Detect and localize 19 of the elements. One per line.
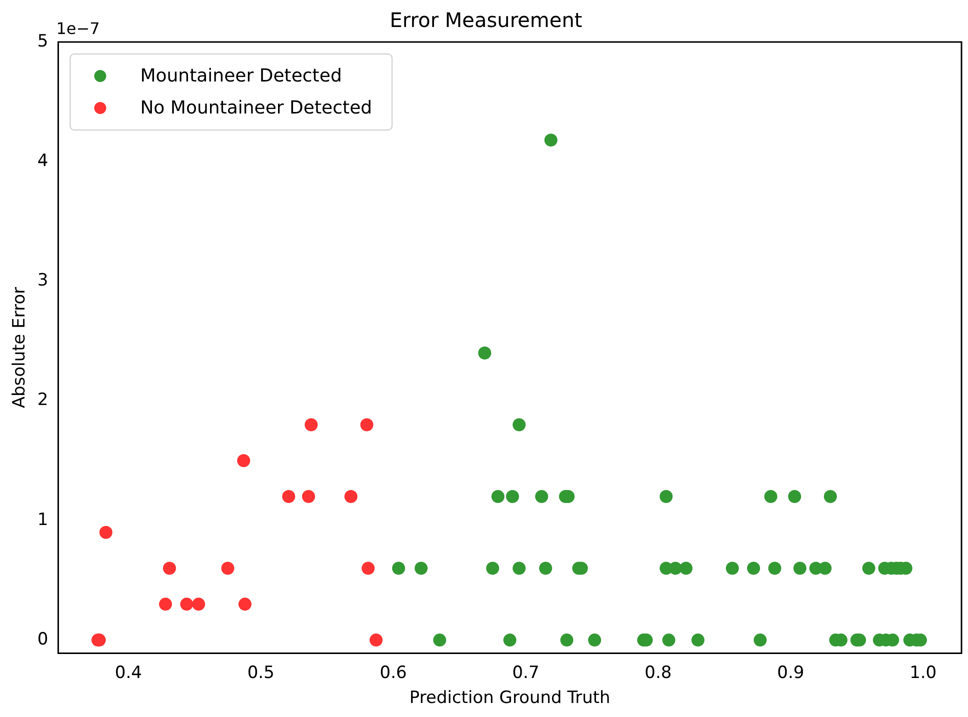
legend-label: Mountaineer Detected: [140, 66, 342, 87]
y-axis-title: Absolute Error: [10, 287, 30, 408]
y-tick-label: 4: [37, 151, 48, 172]
x-tick-label: 0.7: [512, 662, 540, 683]
x-tick-label: 0.4: [114, 662, 142, 683]
x-tick-label: 0.8: [644, 662, 672, 683]
y-tick-label: 2: [37, 390, 48, 410]
x-tick-label: 0.6: [380, 662, 407, 683]
y-tick-label: 3: [37, 270, 48, 291]
legend-label: No Mountaineer Detected: [140, 98, 372, 119]
chart-title: Error Measurement: [390, 8, 582, 32]
y-tick-label: 0: [37, 629, 48, 650]
y-tick-label: 5: [37, 31, 48, 52]
x-tick-label: 1.0: [910, 662, 937, 683]
text: 1e−7: [56, 19, 100, 38]
x-axis-title: Prediction Ground Truth: [409, 688, 610, 708]
x-tick-label: 0.9: [777, 662, 804, 683]
x-tick-label: 0.5: [247, 662, 274, 683]
y-tick-label: 1: [37, 510, 48, 530]
